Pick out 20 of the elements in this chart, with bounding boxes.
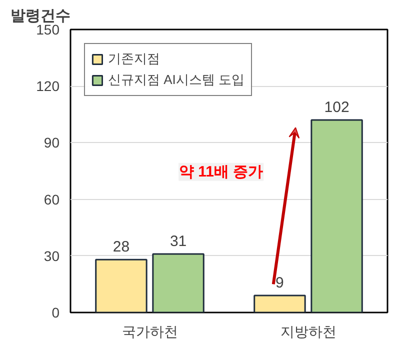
y-tick-label: 90: [44, 134, 60, 151]
y-tick-label: 120: [36, 78, 60, 94]
bar: [310, 119, 363, 312]
x-tick-label: 국가하천: [122, 324, 178, 340]
data-label: 102: [324, 99, 350, 116]
bar: [254, 294, 306, 312]
bar: [152, 253, 204, 312]
y-tick-label: 30: [44, 248, 60, 264]
bar: [95, 258, 148, 312]
x-tick-label: 지방하천: [280, 324, 336, 340]
y-tick-label: 150: [36, 22, 60, 38]
y-tick-label: 60: [44, 191, 60, 208]
y-tick-label: 0: [52, 304, 60, 320]
y-axis-title: 발령건수: [10, 8, 70, 24]
data-label: 9: [276, 274, 284, 292]
data-label: 31: [170, 233, 187, 250]
legend-label: 기존지점: [108, 50, 160, 68]
legend-label: 신규지점 AI시스템 도입: [108, 71, 245, 89]
annotation: 약 11배 증가: [178, 163, 264, 180]
data-label: 28: [112, 238, 130, 256]
